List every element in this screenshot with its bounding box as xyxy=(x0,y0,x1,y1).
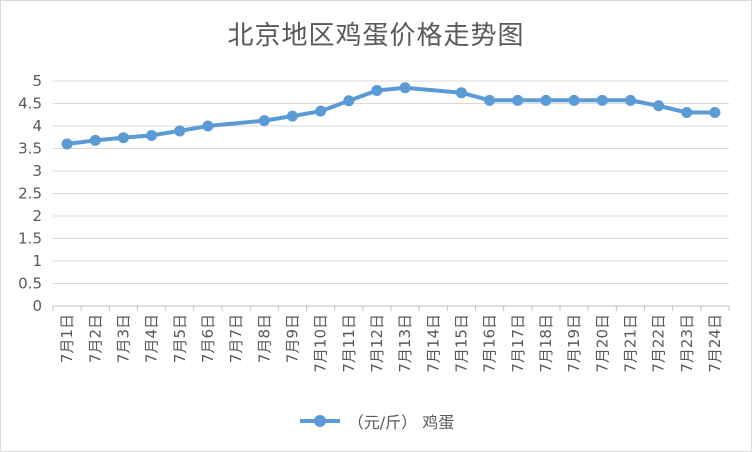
data-point xyxy=(681,107,693,118)
data-point xyxy=(484,94,496,106)
data-point xyxy=(568,94,580,106)
data-point xyxy=(202,120,214,132)
legend-line-marker-icon xyxy=(299,415,340,427)
data-point xyxy=(540,94,552,106)
data-point xyxy=(371,84,383,96)
x-tick-label: 7月8日 xyxy=(255,314,273,363)
y-tick-label: 3.5 xyxy=(18,140,42,158)
legend: （元/斤） 鸡蛋 xyxy=(1,409,751,433)
y-tick-label: 4 xyxy=(32,117,42,135)
y-tick-label: 1 xyxy=(32,252,42,270)
y-tick-label: 4.5 xyxy=(18,95,42,113)
x-tick-label: 7月9日 xyxy=(283,314,301,363)
x-tick-label: 7月2日 xyxy=(86,314,104,363)
data-point xyxy=(343,95,355,107)
data-point xyxy=(596,94,608,106)
x-tick-label: 7月15日 xyxy=(452,314,470,373)
x-tick-label: 7月18日 xyxy=(537,314,555,373)
x-tick-label: 7月22日 xyxy=(650,314,668,373)
x-tick-label: 7月12日 xyxy=(368,314,386,373)
x-tick-label: 7月1日 xyxy=(58,314,76,363)
x-tick-label: 7月7日 xyxy=(227,314,245,363)
x-tick-label: 7月5日 xyxy=(171,314,189,363)
x-tick-label: 7月3日 xyxy=(114,314,132,363)
y-tick-label: 1.5 xyxy=(18,230,42,248)
y-tick-label: 2.5 xyxy=(18,185,42,203)
x-tick-label: 7月16日 xyxy=(481,314,499,373)
legend-label: （元/斤） 鸡蛋 xyxy=(347,413,455,432)
x-tick-label: 7月17日 xyxy=(509,314,527,373)
chart-title: 北京地区鸡蛋价格走势图 xyxy=(227,21,525,51)
x-tick-label: 7月19日 xyxy=(565,314,583,373)
y-tick-label: 5 xyxy=(32,72,42,90)
x-tick-label: 7月24日 xyxy=(706,314,724,373)
data-point xyxy=(117,132,129,144)
data-point xyxy=(89,134,101,146)
data-point xyxy=(455,87,467,99)
data-point xyxy=(286,110,298,122)
data-point xyxy=(512,94,524,106)
x-tick-label: 7月11日 xyxy=(340,314,358,373)
x-tick-label: 7月23日 xyxy=(678,314,696,373)
y-tick-label: 0 xyxy=(32,297,42,315)
x-tick-label: 7月13日 xyxy=(396,314,414,373)
data-point xyxy=(146,129,158,141)
x-tick-label: 7月4日 xyxy=(143,314,161,363)
data-point xyxy=(258,115,270,127)
x-tick-label: 7月6日 xyxy=(199,314,217,363)
x-tick-label: 7月14日 xyxy=(424,314,442,373)
x-tick-label: 7月21日 xyxy=(621,314,639,373)
y-tick-label: 0.5 xyxy=(18,275,42,293)
data-point xyxy=(315,105,327,117)
y-tick-label: 2 xyxy=(32,207,42,225)
data-point xyxy=(399,82,411,94)
x-tick-label: 7月10日 xyxy=(312,314,330,373)
y-tick-label: 3 xyxy=(32,162,42,180)
data-point xyxy=(709,107,721,118)
data-point xyxy=(653,100,665,112)
data-point xyxy=(624,94,636,106)
x-tick-label: 7月20日 xyxy=(593,314,611,373)
data-point xyxy=(61,138,73,150)
data-point xyxy=(174,125,186,137)
series-line xyxy=(65,85,717,146)
